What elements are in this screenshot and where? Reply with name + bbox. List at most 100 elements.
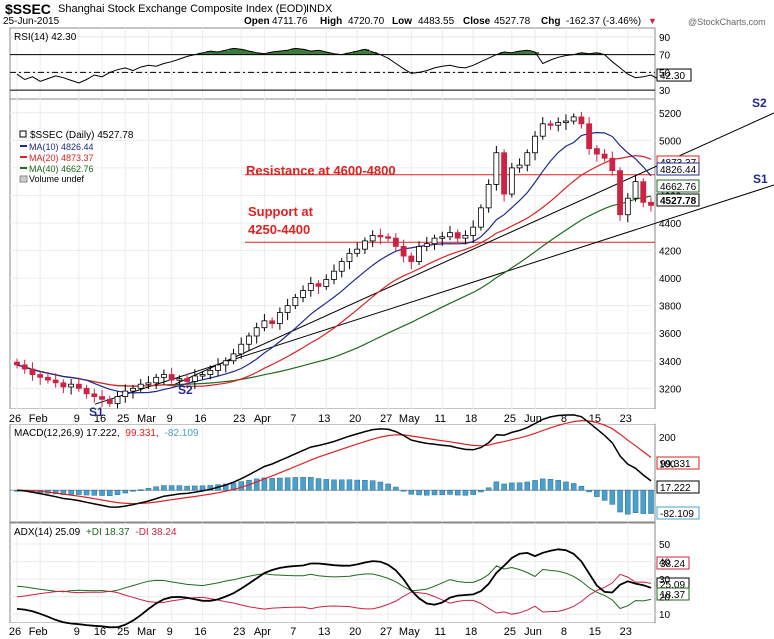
candle-body (21, 364, 28, 370)
candle-body (269, 320, 276, 324)
date-tick-label: May (399, 413, 420, 425)
macd-histogram-bar (632, 489, 639, 513)
rsi-value-label: 42.30 (660, 71, 685, 82)
rsi-series: 42.30 (10, 47, 692, 91)
macd-histogram-bar (586, 489, 592, 493)
price-legend-swatch (19, 130, 27, 138)
macd-histogram-bar (137, 489, 144, 491)
price-tick-label: 4400 (659, 219, 682, 230)
macd-histogram-bar (222, 483, 229, 491)
price-axis: 5200500048004600440042004000380036003400… (659, 109, 682, 396)
candle-body (593, 148, 600, 155)
macd-histogram-bar (516, 482, 523, 491)
price-axis-strip (0, 409, 655, 424)
macd-histogram-bar (308, 477, 314, 491)
date-tick-label: Mar (137, 413, 156, 425)
low-label: Low (392, 16, 412, 27)
macd-value-box (656, 506, 700, 520)
candle-body (447, 232, 453, 238)
price-value-label: 4527.78 (660, 196, 697, 207)
rsi-line (16, 47, 659, 84)
date-tick-label: 26 (9, 626, 21, 638)
macd-histogram-bar (99, 489, 105, 496)
candle-body (369, 234, 376, 242)
candle-body (315, 283, 322, 287)
date-tick-label: 25 (117, 626, 129, 638)
adx-panel (9, 522, 656, 624)
candle-body (477, 207, 484, 228)
candle-body (439, 236, 446, 239)
chg-value: -162.37 (-3.46%) (566, 16, 642, 27)
minus-di-line (16, 573, 652, 615)
candle-body (640, 181, 647, 203)
candle-body (632, 181, 639, 199)
date-tick-label: 25 (504, 626, 516, 638)
candle-body (555, 122, 562, 126)
candle-body (423, 243, 430, 247)
date-tick-label: 23 (620, 626, 632, 638)
candle-body (493, 152, 500, 185)
support-annotation-line2: 4250-4400 (248, 222, 310, 237)
candle-body (230, 353, 237, 362)
price-tick-label: 5000 (659, 136, 682, 147)
adx-tick-label: 10 (659, 610, 671, 621)
candle-body (29, 368, 36, 375)
macd-histogram-bar (238, 481, 244, 491)
date-tick-label: Jun (524, 626, 542, 638)
macd-histogram-bar (354, 479, 360, 491)
adx-title-pdi: +DI 18.37 (86, 527, 130, 538)
candle-body (184, 378, 191, 382)
date-tick-label: 20 (349, 626, 361, 638)
macd-histogram-bar (485, 487, 492, 491)
candle-body (362, 240, 368, 250)
s1-label-right: S1 (753, 172, 768, 186)
chart-header: $SSEC Shanghai Stock Exchange Composite … (0, 0, 774, 28)
adx-title: ADX(14) 25.09 +DI 18.37 -DI 38.24 (14, 527, 177, 538)
macd-histogram-bar (261, 477, 268, 491)
candle-body (276, 312, 283, 324)
macd-histogram-bar (107, 489, 113, 497)
macd-histogram-bar (400, 489, 407, 492)
macd-histogram-bar (338, 479, 345, 491)
adx-tick-label: 40 (659, 558, 671, 569)
price-panel (9, 98, 656, 410)
date-tick-label: 23 (233, 626, 245, 638)
index-name: Shanghai Stock Exchange Composite Index … (58, 3, 307, 15)
candle-body (60, 382, 67, 388)
adx-line (16, 548, 652, 629)
price-tick-label: 3400 (659, 357, 682, 368)
date-tick-label: 9 (74, 413, 80, 425)
candle-body (153, 376, 160, 384)
candle-body (385, 236, 392, 239)
exchange: INDX (306, 3, 333, 15)
candle-body (539, 123, 546, 137)
trendlines (94, 112, 774, 405)
macd-histogram-bar (346, 479, 353, 491)
candle-body (207, 370, 214, 375)
macd-histogram-bar (416, 489, 422, 496)
macd-histogram-bar (532, 480, 538, 491)
macd-histogram-bar (640, 489, 647, 514)
candle-body (485, 184, 492, 209)
macd-histogram-bar (385, 483, 391, 491)
ma20-legend: MA(20) 4873.37 (29, 153, 94, 163)
macd-histogram-bar (439, 489, 446, 496)
date-tick-label: Mar (137, 626, 156, 638)
ma10-legend: MA(10) 4826.44 (29, 142, 94, 152)
date-tick-label: May (399, 626, 420, 638)
date-tick-label: Apr (254, 413, 271, 425)
candle-body (106, 398, 113, 404)
candle-body (354, 248, 361, 254)
macd-histogram-bar (292, 477, 299, 491)
candle-body (609, 157, 616, 172)
rsi-tick-label: 70 (659, 51, 671, 62)
candle-body (37, 374, 44, 378)
macd-histogram-bar (424, 489, 430, 496)
macd-histogram-bar (555, 480, 561, 491)
candle-body (338, 261, 345, 272)
macd-histogram-bar (570, 483, 577, 491)
candle-body (83, 387, 90, 395)
